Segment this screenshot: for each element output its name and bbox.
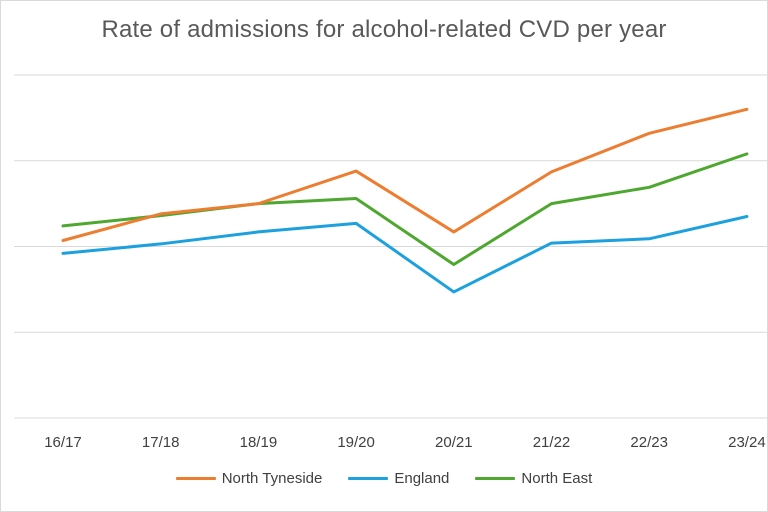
series-line-england (61, 214, 749, 294)
x-tick-label: 20/21 (435, 434, 473, 451)
legend-label-north-tyneside: North Tyneside (221, 470, 323, 487)
series-line-north-tyneside (61, 107, 749, 242)
series-line-north-east (61, 152, 749, 267)
x-tick-label: 16/17 (44, 434, 82, 451)
legend-item-north-east: North East (475, 470, 592, 487)
x-tick-label: 21/22 (533, 434, 571, 451)
legend-swatch-england (348, 477, 389, 480)
x-tick-label: 19/20 (337, 434, 375, 451)
legend: North Tyneside England North East (0, 470, 768, 487)
legend-item-north-tyneside: North Tyneside (175, 470, 323, 487)
x-tick-label: 18/19 (240, 434, 278, 451)
x-tick-label: 17/18 (142, 434, 180, 451)
x-tick-label: 23/24 (728, 434, 766, 451)
legend-item-england: England (348, 470, 449, 487)
legend-swatch-north-tyneside (175, 477, 216, 480)
legend-label-north-east: North East (521, 470, 593, 487)
legend-label-england: England (394, 470, 450, 487)
x-tick-label: 22/23 (630, 434, 668, 451)
legend-swatch-north-east (475, 477, 516, 480)
chart-title: Rate of admissions for alcohol-related C… (101, 16, 667, 43)
